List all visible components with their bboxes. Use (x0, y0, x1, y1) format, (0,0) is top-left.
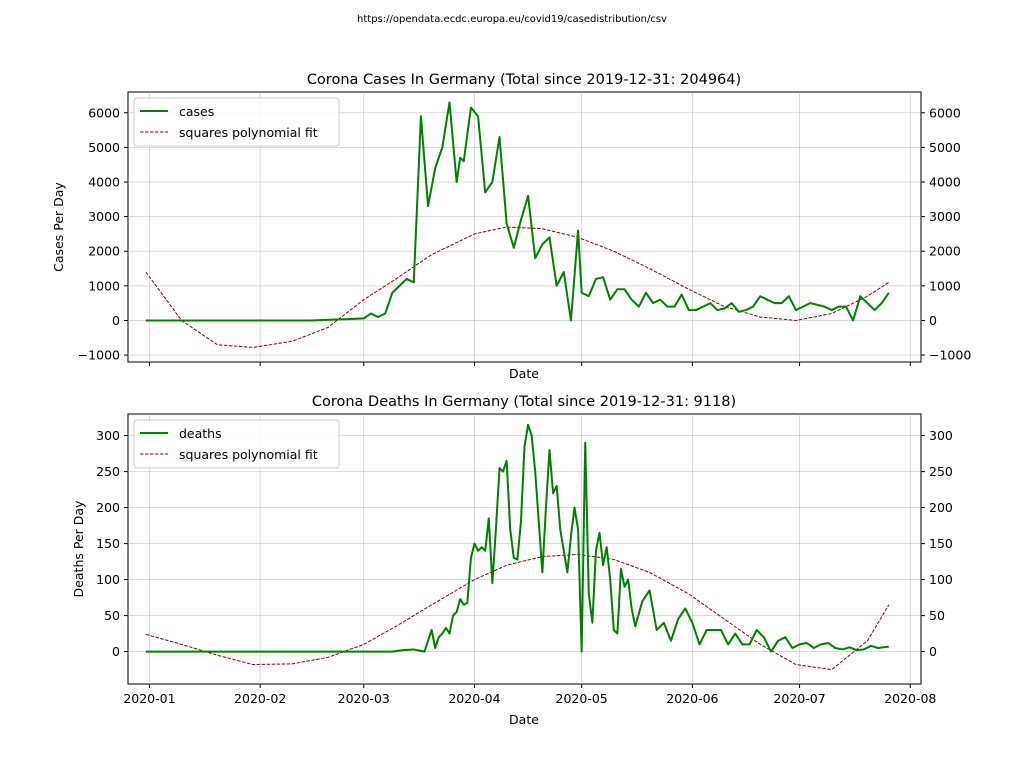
cases-y-tick-label-right: 6000 (929, 105, 961, 120)
deaths-chart: Corona Deaths In Germany (Total since 20… (71, 394, 953, 727)
deaths-y-tick-label-left: 0 (112, 644, 120, 659)
cases-y-tick-label-left: 4000 (88, 175, 120, 190)
cases-legend-box (133, 97, 340, 147)
deaths-x-tick-label: 2020-04 (448, 691, 500, 706)
deaths-y-tick-label-left: 200 (96, 500, 120, 515)
cases-fit-line (145, 226, 890, 348)
deaths-y-tick-label-right: 300 (929, 428, 953, 443)
deaths-x-axis-label: Date (509, 712, 539, 727)
cases-y-tick-label-left: 6000 (88, 105, 120, 120)
deaths-x-tick-label: 2020-01 (123, 691, 175, 706)
deaths-y-tick-label-left: 100 (96, 572, 120, 587)
cases-legend-label-fit: squares polynomial fit (179, 125, 318, 140)
cases-y-tick-label-right: 4000 (929, 175, 961, 190)
cases-chart-title: Corona Cases In Germany (Total since 201… (307, 72, 741, 88)
cases-y-tick-label-right: 5000 (929, 140, 961, 155)
deaths-x-tick-label: 2020-03 (338, 691, 390, 706)
cases-plot-area (127, 91, 922, 363)
cases-plot-content: −1000 −1000 0 0 1000 1000 2000 2000 3000 3000 4000… (78, 92, 971, 366)
deaths-y-tick-label-right: 250 (929, 464, 953, 479)
deaths-chart-title: Corona Deaths In Germany (Total since 20… (312, 394, 736, 410)
deaths-y-tick-label-right: 100 (929, 572, 953, 587)
cases-y-tick-label-left: −1000 (78, 348, 120, 363)
deaths-y-tick-label-left: 300 (96, 428, 120, 443)
cases-y-tick-label-right: 0 (929, 313, 937, 328)
deaths-x-tick-label: 2020-05 (556, 691, 608, 706)
deaths-y-tick-label-right: 50 (929, 608, 945, 623)
deaths-x-tick-label: 2020-07 (773, 691, 825, 706)
deaths-y-axis-label: Deaths Per Day (71, 500, 86, 597)
deaths-data-line (145, 423, 889, 653)
deaths-legend-label-fit: squares polynomial fit (179, 447, 318, 462)
deaths-y-tick-label-left: 50 (104, 608, 120, 623)
cases-y-tick-label-left: 5000 (88, 140, 120, 155)
deaths-y-tick-label-right: 200 (929, 500, 953, 515)
cases-y-tick-label-left: 2000 (88, 244, 120, 259)
deaths-y-tick-label-right: 150 (929, 536, 953, 551)
source-url: https://opendata.ecdc.europa.eu/covid19/… (357, 14, 667, 25)
cases-data-line (145, 101, 890, 322)
deaths-plot-area (127, 413, 922, 685)
cases-x-axis-label: Date (509, 366, 539, 381)
cases-chart: Corona Cases In Germany (Total since 201… (51, 72, 971, 381)
deaths-x-tick-label: 2020-08 (884, 691, 936, 706)
cases-legend-label-cases: cases (179, 104, 214, 119)
deaths-fit-line (145, 553, 890, 671)
cases-y-tick-label-right: 3000 (929, 209, 961, 224)
deaths-plot-content: 2020-01 2020-02 2020-03 2020-04 2020-05 2020-… (96, 414, 953, 706)
cases-y-tick-label-left: 1000 (88, 278, 120, 293)
deaths-legend-box (133, 419, 340, 469)
cases-y-tick-label-right: 1000 (929, 278, 961, 293)
deaths-legend-label-deaths: deaths (179, 426, 222, 441)
deaths-x-tick-label: 2020-06 (666, 691, 718, 706)
deaths-y-tick-label-right: 0 (929, 644, 937, 659)
cases-y-tick-label-right: 2000 (929, 244, 961, 259)
cases-legend: cases squares polynomial fit (133, 97, 340, 147)
cases-y-axis-label: Cases Per Day (51, 182, 66, 272)
deaths-y-tick-label-left: 250 (96, 464, 120, 479)
cases-y-tick-label-right: −1000 (929, 348, 971, 363)
cases-y-tick-label-left: 3000 (88, 209, 120, 224)
deaths-x-tick-label: 2020-02 (234, 691, 286, 706)
deaths-legend: deaths squares polynomial fit (133, 419, 340, 469)
deaths-y-tick-label-left: 150 (96, 536, 120, 551)
cases-y-tick-label-left: 0 (112, 313, 120, 328)
